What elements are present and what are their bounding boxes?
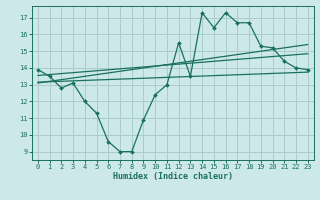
X-axis label: Humidex (Indice chaleur): Humidex (Indice chaleur) xyxy=(113,172,233,181)
